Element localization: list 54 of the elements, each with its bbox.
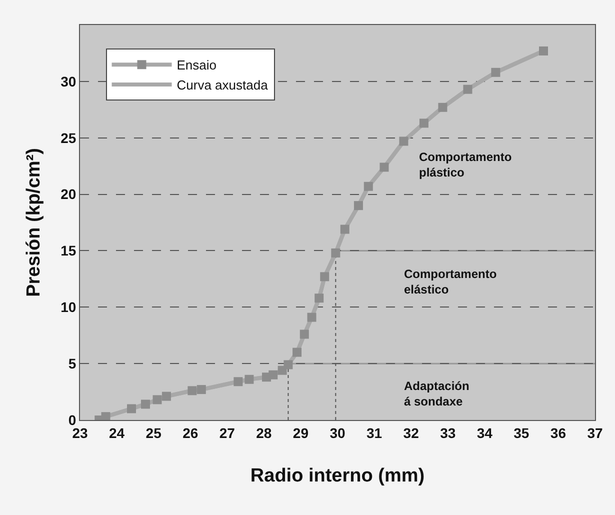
y-tick-label: 20 bbox=[60, 186, 76, 202]
x-tick-label: 28 bbox=[256, 424, 272, 441]
point bbox=[101, 412, 110, 420]
point bbox=[419, 118, 428, 128]
point bbox=[268, 370, 278, 380]
y-tick-label: 30 bbox=[60, 73, 76, 90]
x-tick-label: 37 bbox=[587, 424, 603, 441]
x-tick-label: 35 bbox=[514, 424, 530, 441]
point bbox=[380, 162, 389, 172]
y-axis-title: Presión (kp/cm²) bbox=[23, 148, 44, 297]
y-tick-label: 10 bbox=[60, 299, 76, 316]
legend-label: Curva axustada bbox=[176, 78, 269, 93]
x-tick-label: 24 bbox=[109, 424, 125, 441]
point bbox=[300, 330, 309, 339]
x-tick-label: 36 bbox=[550, 424, 566, 441]
annotation: Adaptación á sondaxe bbox=[404, 379, 470, 409]
annotation: Comportamento elástico bbox=[404, 267, 497, 297]
point bbox=[438, 102, 448, 112]
point bbox=[127, 404, 136, 414]
point bbox=[152, 395, 162, 404]
point bbox=[314, 294, 324, 303]
point bbox=[140, 400, 150, 409]
point bbox=[491, 68, 500, 77]
point bbox=[320, 272, 330, 282]
point bbox=[234, 377, 243, 386]
x-tick-label: 27 bbox=[219, 424, 236, 441]
y-tick-label: 25 bbox=[60, 130, 76, 146]
point bbox=[292, 348, 302, 357]
point bbox=[188, 386, 197, 396]
x-axis-title: Radio interno (mm) bbox=[250, 466, 425, 487]
x-tick-label: 26 bbox=[182, 424, 198, 441]
x-tick-label: 25 bbox=[146, 424, 162, 441]
x-tick-label: 30 bbox=[330, 424, 346, 441]
x-tick-label: 33 bbox=[440, 424, 456, 441]
y-tick-label: 15 bbox=[60, 242, 76, 259]
point bbox=[463, 84, 472, 94]
annotation: Comportamento plástico bbox=[419, 150, 512, 180]
x-tick-label: 31 bbox=[366, 424, 382, 441]
point bbox=[364, 182, 373, 191]
x-tick-label: 29 bbox=[292, 424, 309, 441]
x-tick-label: 34 bbox=[476, 424, 493, 441]
point bbox=[284, 360, 293, 370]
point bbox=[399, 136, 408, 146]
point bbox=[354, 201, 363, 210]
legend-label: Ensaio bbox=[176, 58, 216, 73]
point bbox=[340, 224, 350, 234]
y-tick-label: 5 bbox=[68, 355, 76, 372]
point bbox=[331, 248, 340, 258]
point bbox=[539, 46, 548, 56]
point bbox=[196, 385, 206, 394]
point bbox=[162, 392, 171, 401]
point bbox=[244, 374, 254, 384]
x-tick-label: 32 bbox=[403, 424, 420, 441]
point bbox=[307, 312, 316, 322]
